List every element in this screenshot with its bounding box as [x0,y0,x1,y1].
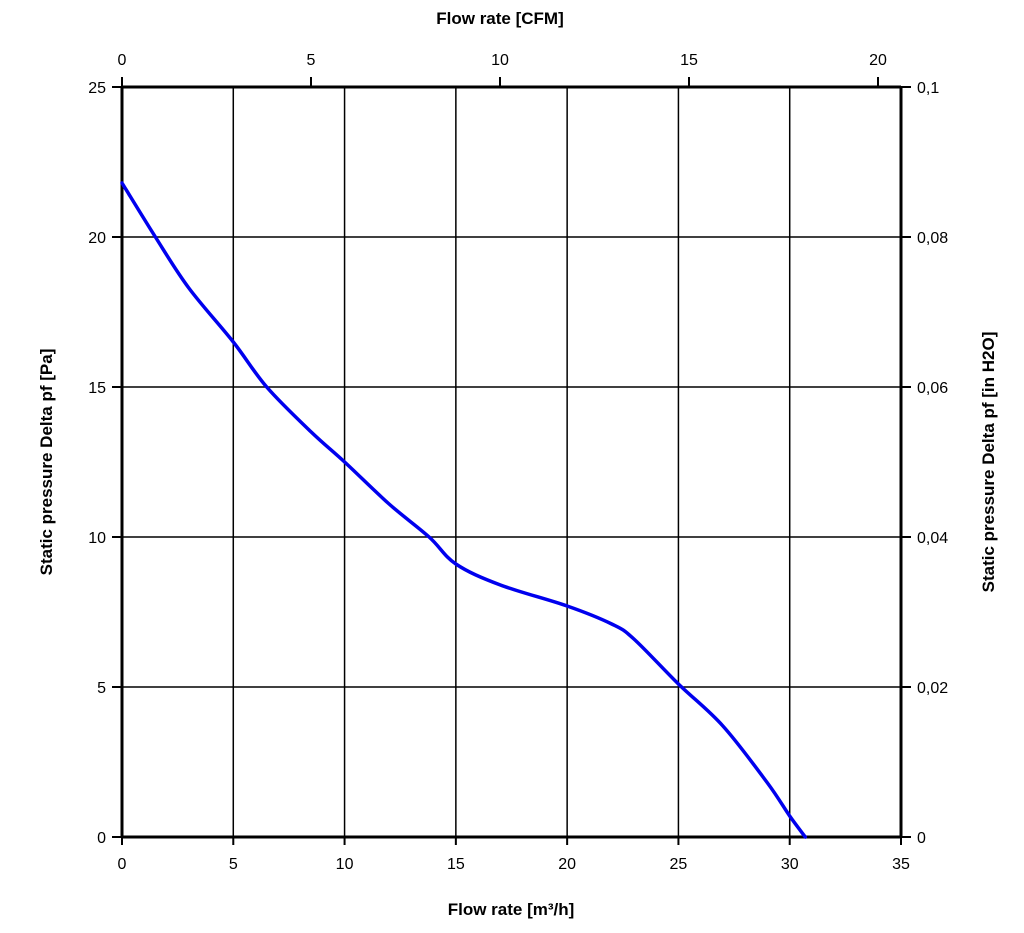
x2-tick-label: 15 [680,52,698,69]
x-tick-label: 25 [670,856,688,873]
y-tick-label: 0 [97,830,106,847]
y2-axis-title: Static pressure Delta pf [in H2O] [979,332,998,593]
y2-tick-label: 0,1 [917,80,939,97]
y2-tick-label: 0,08 [917,230,948,247]
y-tick-label: 20 [88,230,106,247]
x2-tick-label: 0 [118,52,127,69]
x-tick-label: 30 [781,856,799,873]
x-tick-label: 20 [558,856,576,873]
y-axis-title: Static pressure Delta pf [Pa] [37,349,56,576]
y2-tick-label: 0 [917,830,926,847]
y-axis-right-ticks: 0 0,02 0,04 0,06 0,08 0,1 [901,80,948,847]
y-tick-label: 5 [97,680,106,697]
x-axis-top-ticks: 0 5 10 15 20 [118,52,887,87]
y-tick-label: 10 [88,530,106,547]
y2-tick-label: 0,04 [917,530,948,547]
x-axis-bottom-ticks: 0 5 10 15 20 25 30 35 [118,837,910,873]
x-tick-label: 35 [892,856,910,873]
x-axis-title: Flow rate [m³/h] [448,900,575,919]
x-tick-label: 5 [229,856,238,873]
x-tick-label: 0 [118,856,127,873]
axes [120,85,903,839]
y-tick-label: 25 [88,80,106,97]
y2-tick-label: 0,06 [917,380,948,397]
x-tick-label: 10 [336,856,354,873]
x-tick-label: 15 [447,856,465,873]
x2-tick-label: 5 [307,52,316,69]
y-tick-label: 15 [88,380,106,397]
x2-tick-label: 10 [491,52,509,69]
x2-tick-label: 20 [869,52,887,69]
x2-axis-title: Flow rate [CFM] [436,9,564,28]
fan-curve-line [120,181,808,839]
grid-lines [121,86,902,838]
y2-tick-label: 0,02 [917,680,948,697]
y-axis-left-ticks: 0 5 10 15 20 25 [88,80,122,847]
